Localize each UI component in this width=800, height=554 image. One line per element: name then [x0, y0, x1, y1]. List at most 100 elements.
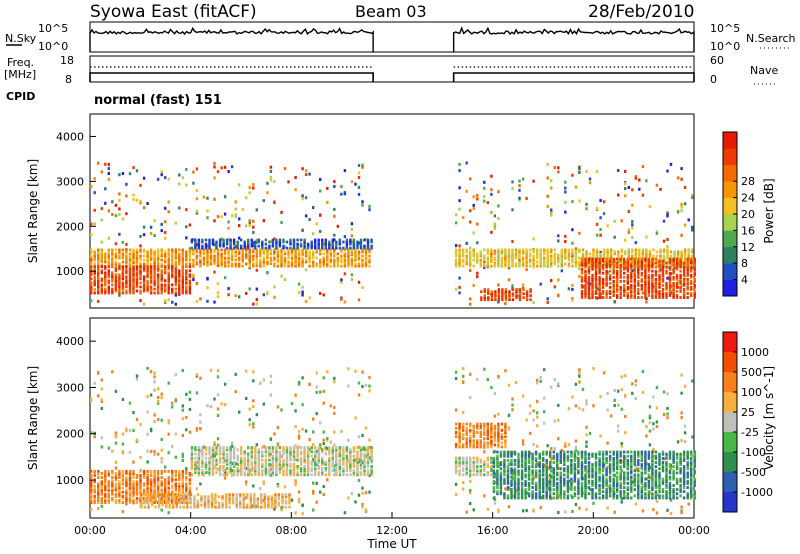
- data-cell: [277, 497, 281, 501]
- data-cell: [156, 474, 160, 477]
- data-cell: [280, 258, 283, 262]
- data-cell: [619, 288, 622, 291]
- data-cell: [217, 501, 221, 505]
- data-cell: [156, 287, 160, 291]
- data-cell: [280, 264, 283, 268]
- data-cell: [289, 246, 292, 250]
- data-cell: [146, 262, 149, 266]
- data-cell: [178, 474, 181, 477]
- data-cell: [483, 254, 486, 258]
- colorbar-tick-label: 28: [741, 175, 755, 188]
- data-cell: [252, 405, 255, 409]
- data-cell: [174, 221, 177, 225]
- data-cell: [111, 449, 114, 453]
- data-cell: [469, 491, 472, 495]
- data-cell: [132, 285, 135, 289]
- data-cell: [306, 471, 310, 475]
- data-cell: [336, 264, 339, 268]
- data-cell: [682, 273, 686, 277]
- data-cell: [93, 271, 96, 275]
- data-cell: [322, 262, 325, 266]
- data-cell: [345, 458, 349, 462]
- data-cell: [274, 495, 277, 499]
- data-cell: [135, 169, 139, 173]
- data-cell: [239, 499, 242, 503]
- data-cell: [168, 503, 171, 507]
- data-cell: [93, 252, 96, 256]
- data-cell: [275, 458, 278, 462]
- data-cell: [186, 503, 189, 507]
- data-cell: [310, 460, 313, 464]
- data-cell: [239, 495, 242, 499]
- data-cell: [107, 260, 110, 264]
- data-cell: [594, 292, 598, 295]
- data-cell: [683, 258, 687, 262]
- nave-label: Nave: [750, 64, 778, 77]
- data-cell: [331, 240, 334, 244]
- data-cell: [156, 480, 160, 484]
- data-cell: [213, 497, 216, 501]
- data-cell: [354, 369, 357, 373]
- data-cell: [647, 279, 651, 283]
- data-cell: [326, 370, 329, 374]
- data-cell: [185, 476, 188, 479]
- data-cell: [111, 289, 114, 293]
- data-cell: [633, 257, 636, 261]
- data-cell: [331, 244, 334, 248]
- data-cell: [274, 503, 277, 507]
- data-cell: [363, 462, 366, 466]
- data-cell: [532, 442, 535, 446]
- data-cell: [591, 284, 594, 287]
- data-cell: [647, 259, 651, 263]
- data-cell: [294, 262, 297, 266]
- data-cell: [229, 456, 232, 460]
- data-cell: [114, 476, 118, 479]
- data-cell: [188, 256, 192, 260]
- data-cell: [598, 257, 601, 261]
- data-cell: [613, 252, 616, 256]
- data-cell: [682, 265, 686, 269]
- data-cell: [135, 417, 139, 421]
- data-cell: [617, 169, 620, 172]
- data-cell: [261, 452, 264, 456]
- data-cell: [550, 475, 553, 479]
- data-cell: [93, 484, 96, 488]
- data-cell: [164, 252, 167, 256]
- data-cell: [591, 282, 594, 285]
- data-cell: [617, 424, 620, 428]
- data-cell: [135, 377, 139, 381]
- data-cell: [142, 490, 146, 494]
- data-cell: [476, 471, 479, 475]
- data-cell: [647, 263, 651, 267]
- data-cell: [458, 465, 461, 468]
- data-cell: [261, 458, 264, 462]
- data-cell: [292, 244, 296, 248]
- data-cell: [149, 488, 153, 492]
- data-cell: [281, 493, 284, 497]
- data-cell: [240, 446, 243, 450]
- data-cell: [301, 256, 304, 260]
- data-cell: [150, 503, 154, 507]
- data-cell: [672, 267, 675, 271]
- data-cell: [511, 408, 514, 412]
- data-cell: [132, 484, 135, 488]
- data-cell: [472, 460, 475, 464]
- data-cell: [153, 371, 156, 375]
- data-cell: [299, 446, 303, 450]
- data-cell: [267, 495, 270, 499]
- data-cell: [686, 296, 689, 299]
- data-cell: [263, 497, 266, 501]
- data-cell: [328, 240, 331, 244]
- data-cell: [504, 260, 507, 264]
- data-cell: [501, 288, 504, 291]
- data-cell: [288, 505, 291, 509]
- data-cell: [125, 265, 128, 269]
- data-cell: [345, 240, 349, 244]
- data-cell: [294, 458, 297, 462]
- data-cell: [153, 450, 156, 454]
- data-cell: [111, 213, 114, 216]
- data-cell: [178, 182, 181, 186]
- data-cell: [114, 287, 118, 291]
- data-cell: [672, 286, 675, 289]
- data-cell: [140, 493, 143, 497]
